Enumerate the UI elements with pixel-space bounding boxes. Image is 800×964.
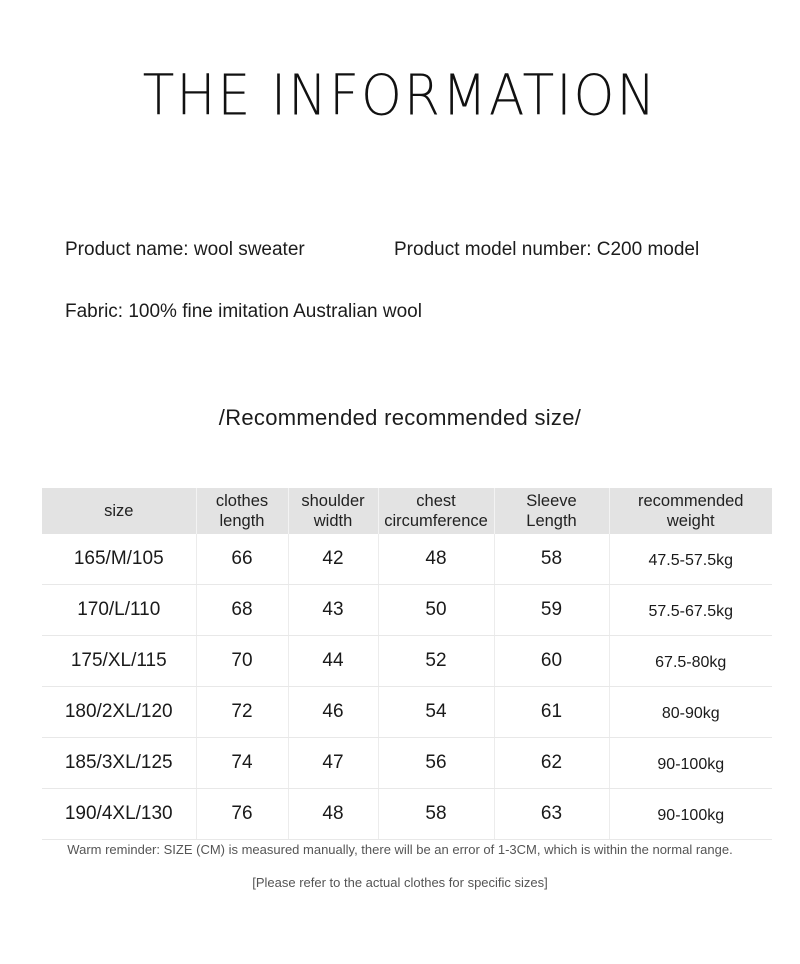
header-label: size bbox=[104, 502, 134, 520]
cell-size: 175/XL/115 bbox=[42, 635, 197, 687]
cell-shoulder-width: 46 bbox=[288, 686, 379, 738]
cell-sleeve-length: 58 bbox=[494, 534, 610, 585]
cell-size: 165/M/105 bbox=[42, 534, 197, 585]
page-title: THE INFORMATION bbox=[142, 63, 658, 129]
measurement-reminder: Warm reminder: SIZE (CM) is measured man… bbox=[67, 842, 733, 857]
cell-chest: 48 bbox=[378, 534, 495, 585]
cell-size: 170/L/110 bbox=[42, 584, 197, 636]
header-clothes-length: clothes length bbox=[196, 488, 289, 534]
cell-clothes-length: 70 bbox=[196, 635, 289, 687]
table-row: 185/3XL/125 74 47 56 62 90-100kg bbox=[42, 737, 772, 789]
product-name: Product name: wool sweater bbox=[65, 239, 305, 260]
header-label: width bbox=[313, 512, 353, 530]
cell-chest: 52 bbox=[378, 635, 495, 687]
table-row: 180/2XL/120 72 46 54 61 80-90kg bbox=[42, 686, 772, 738]
product-fabric: Fabric: 100% fine imitation Australian w… bbox=[65, 301, 422, 322]
cell-weight: 90-100kg bbox=[609, 737, 772, 789]
size-table: size clothes length shoulder width chest ci… bbox=[42, 488, 772, 840]
cell-sleeve-length: 61 bbox=[494, 686, 610, 738]
header-recommended-weight: recommended weight bbox=[609, 488, 772, 534]
header-label: circumference bbox=[384, 512, 488, 530]
cell-sleeve-length: 59 bbox=[494, 584, 610, 636]
header-label: Sleeve bbox=[526, 492, 577, 510]
cell-clothes-length: 74 bbox=[196, 737, 289, 789]
cell-chest: 58 bbox=[378, 788, 495, 840]
cell-shoulder-width: 44 bbox=[288, 635, 379, 687]
cell-clothes-length: 72 bbox=[196, 686, 289, 738]
cell-weight: 80-90kg bbox=[609, 686, 772, 738]
header-chest-circumference: chest circumference bbox=[378, 488, 495, 534]
cell-size: 190/4XL/130 bbox=[42, 788, 197, 840]
cell-size: 180/2XL/120 bbox=[42, 686, 197, 738]
cell-sleeve-length: 60 bbox=[494, 635, 610, 687]
header-label: weight bbox=[666, 512, 715, 530]
header-label: shoulder bbox=[301, 492, 365, 510]
cell-weight: 67.5-80kg bbox=[609, 635, 772, 687]
cell-sleeve-length: 63 bbox=[494, 788, 610, 840]
size-section-title: /Recommended recommended size/ bbox=[218, 405, 582, 430]
product-model-number: Product model number: C200 model bbox=[394, 239, 700, 260]
size-reference-note: [Please refer to the actual clothes for … bbox=[252, 875, 548, 890]
cell-weight: 57.5-67.5kg bbox=[609, 584, 772, 636]
cell-clothes-length: 66 bbox=[196, 534, 289, 585]
cell-shoulder-width: 42 bbox=[288, 534, 379, 585]
table-row: 175/XL/115 70 44 52 60 67.5-80kg bbox=[42, 635, 772, 687]
header-label: recommended bbox=[638, 492, 744, 510]
cell-shoulder-width: 43 bbox=[288, 584, 379, 636]
header-label: clothes bbox=[215, 492, 269, 510]
header-label: length bbox=[219, 512, 265, 530]
size-table-header-row: size clothes length shoulder width chest ci… bbox=[42, 488, 772, 534]
cell-shoulder-width: 48 bbox=[288, 788, 379, 840]
header-label: chest bbox=[416, 492, 456, 510]
table-row: 190/4XL/130 76 48 58 63 90-100kg bbox=[42, 788, 772, 840]
header-shoulder-width: shoulder width bbox=[288, 488, 379, 534]
cell-clothes-length: 76 bbox=[196, 788, 289, 840]
cell-chest: 50 bbox=[378, 584, 495, 636]
cell-clothes-length: 68 bbox=[196, 584, 289, 636]
cell-weight: 47.5-57.5kg bbox=[609, 534, 772, 585]
cell-chest: 56 bbox=[378, 737, 495, 789]
table-row: 165/M/105 66 42 48 58 47.5-57.5kg bbox=[42, 534, 772, 585]
header-size: size bbox=[42, 488, 197, 534]
header-sleeve-length: Sleeve Length bbox=[494, 488, 610, 534]
header-label: Length bbox=[526, 512, 577, 530]
cell-shoulder-width: 47 bbox=[288, 737, 379, 789]
cell-size: 185/3XL/125 bbox=[42, 737, 197, 789]
cell-chest: 54 bbox=[378, 686, 495, 738]
cell-weight: 90-100kg bbox=[609, 788, 772, 840]
table-row: 170/L/110 68 43 50 59 57.5-67.5kg bbox=[42, 584, 772, 636]
cell-sleeve-length: 62 bbox=[494, 737, 610, 789]
